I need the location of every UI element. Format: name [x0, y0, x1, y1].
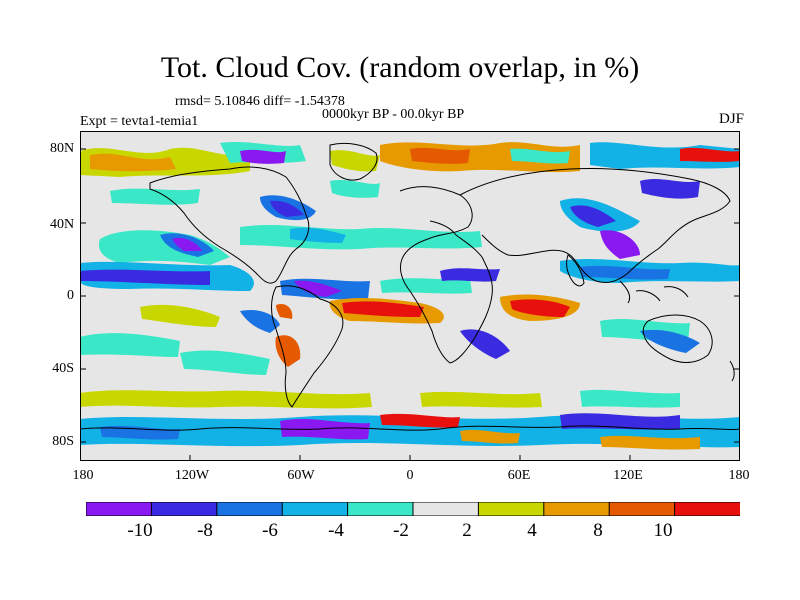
- colorbar-swatch: [412, 502, 480, 516]
- colorbar-label: -4: [328, 520, 344, 541]
- lon-label-180e: 180: [728, 468, 750, 483]
- season-text: DJF: [718, 111, 744, 127]
- lon-label-0: 0: [406, 468, 414, 483]
- colorbar-swatch: [477, 502, 545, 516]
- colorbar-swatch: [216, 502, 284, 516]
- colorbar-label: -2: [393, 520, 409, 541]
- colorbar-label: 4: [527, 520, 537, 541]
- experiment-text: Expt = tevta1-temia1: [80, 114, 199, 129]
- colorbar: [86, 502, 740, 516]
- period-text: 0000kyr BP - 00.0kyr BP: [322, 107, 465, 122]
- lon-label-60e: 60E: [507, 468, 531, 483]
- colorbar-label: 10: [653, 520, 673, 541]
- colorbar-swatch: [347, 502, 415, 516]
- colorbar-swatch: [281, 502, 349, 516]
- colorbar-swatch: [608, 502, 676, 516]
- lat-label-40n: 40N: [50, 217, 75, 232]
- lat-label-80n: 80N: [50, 141, 75, 156]
- colorbar-swatch: [674, 502, 740, 516]
- lat-label-40s: 40S: [52, 361, 74, 376]
- colorbar-label: 2: [462, 520, 472, 541]
- rmsd-diff-text: rmsd= 5.10846 diff= -1.54378: [175, 94, 345, 109]
- lat-label-80s: 80S: [52, 434, 74, 449]
- colorbar-swatch: [150, 502, 218, 516]
- lon-label-60w: 60W: [287, 468, 315, 483]
- cloud-cover-map: [80, 131, 740, 461]
- map-title: Tot. Cloud Cov. (random overlap, in %): [160, 51, 640, 84]
- map-background: [80, 131, 740, 461]
- lat-label-0: 0: [67, 288, 74, 303]
- colorbar-label: -6: [262, 520, 278, 541]
- cloud-anomaly-fields: [80, 142, 740, 450]
- lon-label-120e: 120E: [613, 468, 643, 483]
- colorbar-label: -10: [127, 520, 153, 541]
- lon-label-180w: 180: [72, 468, 94, 483]
- coastlines: [80, 142, 740, 431]
- colorbar-swatch: [543, 502, 611, 516]
- colorbar-swatch: [86, 502, 153, 516]
- map-ticks: [80, 148, 740, 461]
- colorbar-label: 8: [593, 520, 603, 541]
- lon-label-120w: 120W: [174, 468, 210, 483]
- colorbar-label: -8: [197, 520, 213, 541]
